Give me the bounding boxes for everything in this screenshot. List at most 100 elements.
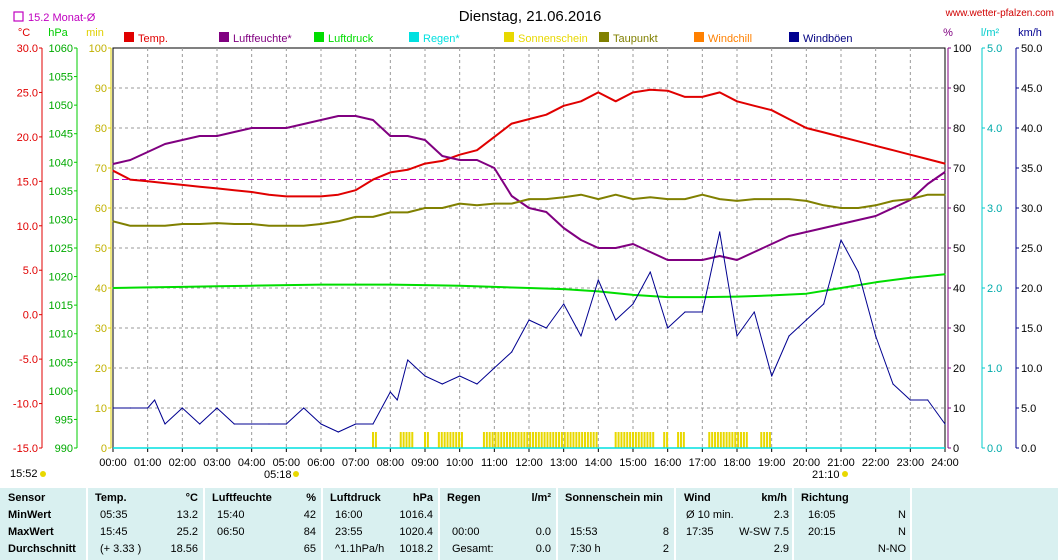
series-point — [129, 159, 131, 161]
legend-swatch — [314, 32, 324, 42]
series-point — [580, 100, 582, 102]
legend-label: Windböen — [803, 33, 853, 45]
sunshine-bar — [511, 432, 514, 448]
summary-cell: 8 — [662, 526, 669, 538]
series-point — [441, 160, 443, 162]
series-point — [823, 227, 825, 229]
series-point — [840, 239, 842, 241]
x-tick-label: 24:00 — [931, 457, 959, 469]
series-point — [251, 423, 253, 425]
sunshine-bar — [537, 432, 540, 448]
series-point — [545, 327, 547, 329]
series-point — [857, 140, 859, 142]
series-point — [667, 90, 669, 92]
x-tick-label: 21:00 — [827, 457, 855, 469]
sunshine-bar — [529, 432, 532, 448]
series-point — [147, 151, 149, 153]
summary-cell: 65 — [303, 543, 316, 555]
sunshine-bar — [372, 432, 374, 448]
series-point — [563, 288, 565, 290]
axis-tick-label-pressure: 1015 — [49, 300, 73, 312]
summary-cell: 42 — [303, 509, 316, 521]
sunshine-bar — [443, 432, 446, 448]
series-point — [181, 407, 183, 409]
series-point — [580, 335, 582, 337]
sunshine-bar — [408, 432, 411, 448]
series-point — [597, 91, 599, 93]
axis-tick-label-temp: 10.0 — [17, 221, 38, 233]
x-tick-label: 08:00 — [377, 457, 405, 469]
sunshine-bar — [514, 432, 517, 448]
series-point — [632, 303, 634, 305]
series-point — [927, 399, 929, 401]
series-point — [684, 311, 686, 313]
series-point — [927, 194, 929, 196]
sunshine-bar — [482, 432, 485, 448]
sunshine-bar — [643, 432, 646, 448]
series-point — [493, 367, 495, 369]
axis-tick-label-wind: 15.0 — [1021, 323, 1042, 335]
series-point — [719, 255, 721, 257]
summary-cell: N-NO — [877, 543, 906, 555]
series-point — [649, 251, 651, 253]
sunshine-bar — [640, 432, 643, 448]
series-point — [649, 271, 651, 273]
legend-swatch — [504, 32, 514, 42]
sunshine-bar — [575, 432, 578, 448]
series-point — [407, 211, 409, 213]
legend-label: Regen* — [423, 33, 460, 45]
sunshine-bar — [534, 432, 537, 448]
sunshine-bar — [629, 432, 632, 448]
series-point — [944, 423, 946, 425]
axis-tick-label-minutes: 60 — [95, 203, 107, 215]
series-point — [285, 423, 287, 425]
sunshine-bar — [555, 432, 558, 448]
series-point — [129, 179, 131, 181]
series-point — [580, 194, 582, 196]
series-point — [424, 375, 426, 377]
series-point — [164, 423, 166, 425]
sunshine-bar — [626, 432, 629, 448]
sunshine-bar — [558, 432, 561, 448]
series-point — [632, 198, 634, 200]
sunshine-bar — [540, 432, 543, 448]
axis-unit-rain: l/m² — [981, 27, 1000, 39]
series-point — [615, 100, 617, 102]
series-point — [597, 279, 599, 281]
legend-label: Temp. — [138, 33, 168, 45]
sunshine-bar — [584, 432, 587, 448]
axis-unit-wind: km/h — [1018, 27, 1042, 39]
series-point — [771, 375, 773, 377]
summary-cell: 18.56 — [170, 543, 198, 555]
source-label: www.wetter-pfalzen.com — [945, 8, 1054, 19]
summary-cell: Wind — [684, 492, 711, 504]
summary-col — [440, 488, 558, 560]
series-point — [320, 223, 322, 225]
summary-cell: 84 — [303, 526, 316, 538]
weather-chart: Temp. Luftfeuchte* Luftdruck Regen* Sonnensc… — [10, 8, 1054, 481]
series-point — [545, 198, 547, 200]
series-point — [805, 319, 807, 321]
sunshine-bar — [682, 432, 685, 448]
series-point — [424, 163, 426, 165]
series-point — [892, 149, 894, 151]
sunshine-bar — [737, 432, 740, 448]
series-point — [355, 216, 357, 218]
summary-cell: N — [898, 526, 906, 538]
axis-tick-label-rain: 2.0 — [987, 283, 1002, 295]
series-point — [649, 196, 651, 198]
summary-cell: Gesamt: — [452, 543, 494, 555]
series-point — [251, 223, 253, 225]
sunshine-bar — [532, 432, 535, 448]
x-tick-label: 12:00 — [515, 457, 543, 469]
axis-tick-label-minutes: 20 — [95, 363, 107, 375]
sunshine-bar — [452, 432, 455, 448]
legend-label: Taupunkt — [613, 33, 658, 45]
x-tick-label: 01:00 — [134, 457, 162, 469]
series-point — [771, 198, 773, 200]
axis-tick-label-temp: 0.0 — [23, 310, 38, 322]
axis-tick-label-temp: -10.0 — [13, 399, 38, 411]
series-point — [164, 143, 166, 145]
series-point — [112, 170, 114, 172]
axis-tick-label-wind: 25.0 — [1021, 243, 1042, 255]
